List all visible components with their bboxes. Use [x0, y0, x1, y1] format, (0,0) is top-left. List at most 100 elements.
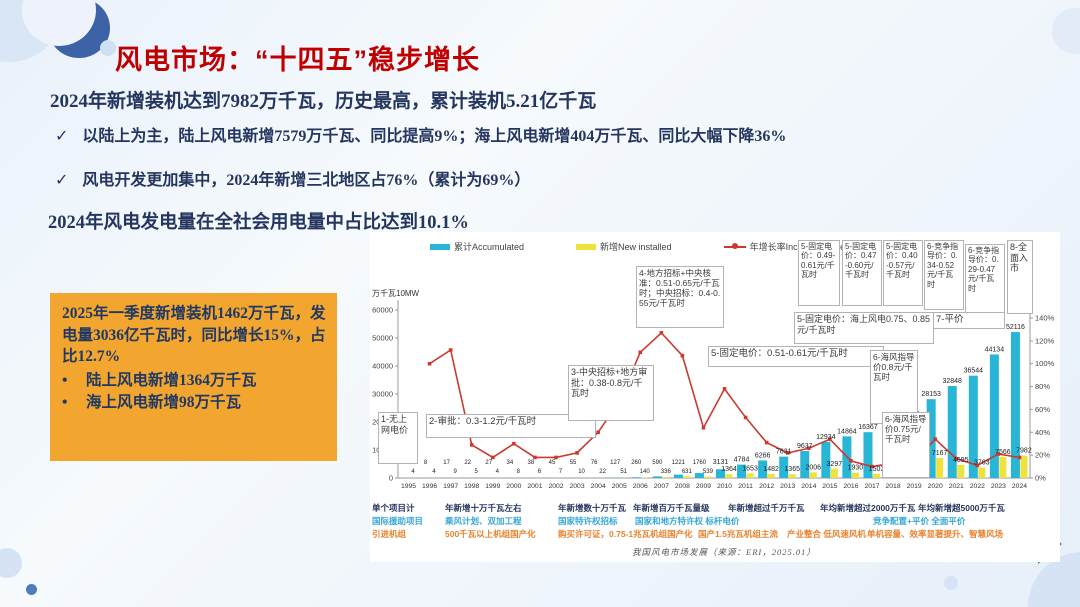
svg-text:8: 8: [424, 460, 428, 466]
svg-text:2008: 2008: [675, 483, 690, 490]
svg-text:2003: 2003: [570, 483, 585, 490]
svg-text:7631: 7631: [776, 449, 792, 456]
svg-text:4695: 4695: [953, 457, 969, 464]
legend-label: 年增长率Increasing rate: [749, 242, 846, 252]
svg-text:2006: 2006: [633, 483, 648, 490]
svg-text:631: 631: [682, 469, 693, 475]
svg-text:2009: 2009: [696, 483, 711, 490]
check-icon: ✓: [55, 172, 69, 189]
svg-text:8: 8: [517, 469, 521, 475]
legend-item-accumulated: 累计Accumulated: [430, 240, 524, 253]
svg-text:40%: 40%: [1035, 428, 1050, 437]
chart-annotation: 5-固定电价：海上风电0.75、0.85元/千瓦时: [794, 312, 934, 344]
bullet-region-share: ✓ 风电开发更加集中，2024年新增三北地区占76%（累计为69%）: [55, 166, 1045, 190]
timeline-label: 年新增百万千瓦量级: [633, 503, 710, 513]
chart-annotation: 5-固定电价：0.47-0.60元/千瓦时: [842, 240, 882, 306]
timeline-label: 单机容量、效率显著提升、智慧风场: [867, 529, 1004, 539]
svg-text:2017: 2017: [864, 483, 879, 490]
svg-text:0%: 0%: [1035, 474, 1046, 483]
svg-text:50000: 50000: [372, 334, 393, 343]
svg-text:2001: 2001: [527, 483, 542, 490]
wind-market-chart-panel: 01000020000300004000050000600000%20%40%6…: [370, 232, 1060, 562]
svg-text:80%: 80%: [1035, 382, 1050, 391]
svg-text:76: 76: [591, 460, 598, 466]
timeline-label: 国家特许权招标: [558, 516, 618, 526]
svg-text:127: 127: [610, 460, 621, 466]
chart-annotation: 4-地方招标+中央核准：0.51-0.65元/千瓦时；中央招标：0.4-0.55…: [636, 266, 724, 328]
svg-text:1998: 1998: [464, 483, 479, 490]
bullet-icon: •: [62, 393, 68, 411]
chart-annotation: 6-海风指导价0.75元/千瓦时: [882, 412, 930, 478]
svg-text:2012: 2012: [759, 483, 774, 490]
svg-text:2020: 2020: [928, 483, 943, 490]
legend-label: 新增New installed: [600, 242, 672, 252]
legend-label: 累计Accumulated: [454, 242, 525, 252]
decorative-circle-bottom-left: [0, 548, 22, 578]
list-item: • 陆上风电新增1364万千瓦: [62, 370, 327, 392]
svg-text:30000: 30000: [372, 390, 393, 399]
timeline-label: 国产1.5兆瓦机组主流: [698, 529, 778, 539]
svg-text:55: 55: [570, 460, 577, 466]
subtitle-stat: 2024年新增装机达到7982万千瓦，历史最高，累计装机5.21亿千瓦: [50, 91, 597, 112]
svg-text:2024: 2024: [1012, 483, 1027, 490]
timeline-label: 年均新增超过2000万千瓦: [820, 503, 916, 513]
timeline-label: 购买许可证，0.75-1兆瓦机组国产化: [558, 529, 693, 539]
svg-text:100%: 100%: [1035, 359, 1055, 368]
svg-text:1653: 1653: [742, 465, 758, 472]
svg-text:140: 140: [640, 469, 651, 475]
svg-text:52116: 52116: [1006, 324, 1025, 331]
chart-annotation: 1-无上网电价: [378, 412, 418, 464]
svg-text:3131: 3131: [713, 459, 729, 466]
chart-annotation: 2-审批：0.3-1.2元/千瓦时: [426, 414, 596, 438]
svg-text:20%: 20%: [1035, 451, 1050, 460]
svg-text:2007: 2007: [654, 483, 669, 490]
highlight-bullet-onshore: 陆上风电新增1364万千瓦: [86, 372, 257, 390]
bullet-text: 风电开发更加集中，2024年新增三北地区占76%（累计为69%）: [82, 172, 531, 189]
chart-annotation: 8-全面入市: [1007, 240, 1033, 314]
timeline-label: 国际援助项目: [372, 516, 424, 526]
svg-text:9: 9: [453, 469, 457, 475]
chart-caption: 我国风电市场发展（来源：ERI，2025.01）: [632, 547, 816, 557]
svg-text:4784: 4784: [734, 457, 750, 464]
svg-text:32848: 32848: [942, 378, 962, 385]
svg-text:539: 539: [703, 469, 714, 475]
highlight-bullet-offshore: 海上风电新增98万千瓦: [86, 393, 242, 411]
svg-text:2016: 2016: [843, 483, 858, 490]
svg-text:2002: 2002: [548, 483, 563, 490]
timeline-label: 年新增超过千万千瓦: [728, 503, 805, 513]
svg-text:38: 38: [528, 460, 535, 466]
svg-text:7: 7: [559, 469, 563, 475]
timeline-label: 单个项目计: [372, 503, 415, 513]
svg-text:34: 34: [506, 460, 513, 466]
chart-annotation: 5-固定电价：0.51-0.61元/千瓦时: [708, 346, 884, 367]
svg-text:336: 336: [661, 469, 672, 475]
highlight-text: 2025年一季度新增装机1462万千瓦，发电量3036亿千瓦时，同比增长15%，…: [62, 305, 326, 366]
highlight-box-2025q1: 2025年一季度新增装机1462万千瓦，发电量3036亿千瓦时，同比增长15%，…: [50, 293, 337, 461]
svg-text:2005: 2005: [612, 483, 627, 490]
svg-text:2011: 2011: [738, 483, 753, 490]
chart-annotation: 5-固定电价：0.40-0.57元/千瓦时: [883, 240, 923, 306]
bullet-text: 以陆上为主，陆上风电新增7579万千瓦、同比提高9%；海上风电新增404万千瓦、…: [82, 128, 787, 145]
heading-generation-share: 2024年风电发电量在全社会用电量中占比达到10.1%: [48, 213, 469, 233]
svg-text:27: 27: [485, 460, 492, 466]
svg-text:60000: 60000: [372, 306, 393, 315]
svg-text:10: 10: [578, 469, 585, 475]
decorative-dot-top-left: [100, 40, 116, 56]
timeline-label: 年新增数十万千瓦: [558, 503, 627, 513]
svg-text:1996: 1996: [422, 483, 437, 490]
svg-text:9637: 9637: [797, 443, 813, 450]
svg-text:7566: 7566: [995, 449, 1011, 456]
svg-text:590: 590: [652, 460, 663, 466]
svg-text:28153: 28153: [921, 391, 941, 398]
svg-text:6: 6: [538, 469, 542, 475]
chart-annotation: 3-中央招标+地方审批：0.38-0.8元/千瓦时: [568, 365, 654, 421]
decorative-dot-bottom-left: [26, 584, 37, 595]
svg-text:3763: 3763: [974, 459, 990, 466]
chart-legend: 累计Accumulated 新增New installed 年增长率Increa…: [430, 240, 845, 253]
svg-text:2014: 2014: [801, 483, 816, 490]
timeline-label: 年均新增超5000万千瓦: [918, 503, 1005, 513]
chart-annotation: 5-固定电价：0.49-0.61元/千瓦时: [798, 240, 840, 306]
svg-text:2004: 2004: [591, 483, 606, 490]
svg-text:1997: 1997: [443, 483, 458, 490]
